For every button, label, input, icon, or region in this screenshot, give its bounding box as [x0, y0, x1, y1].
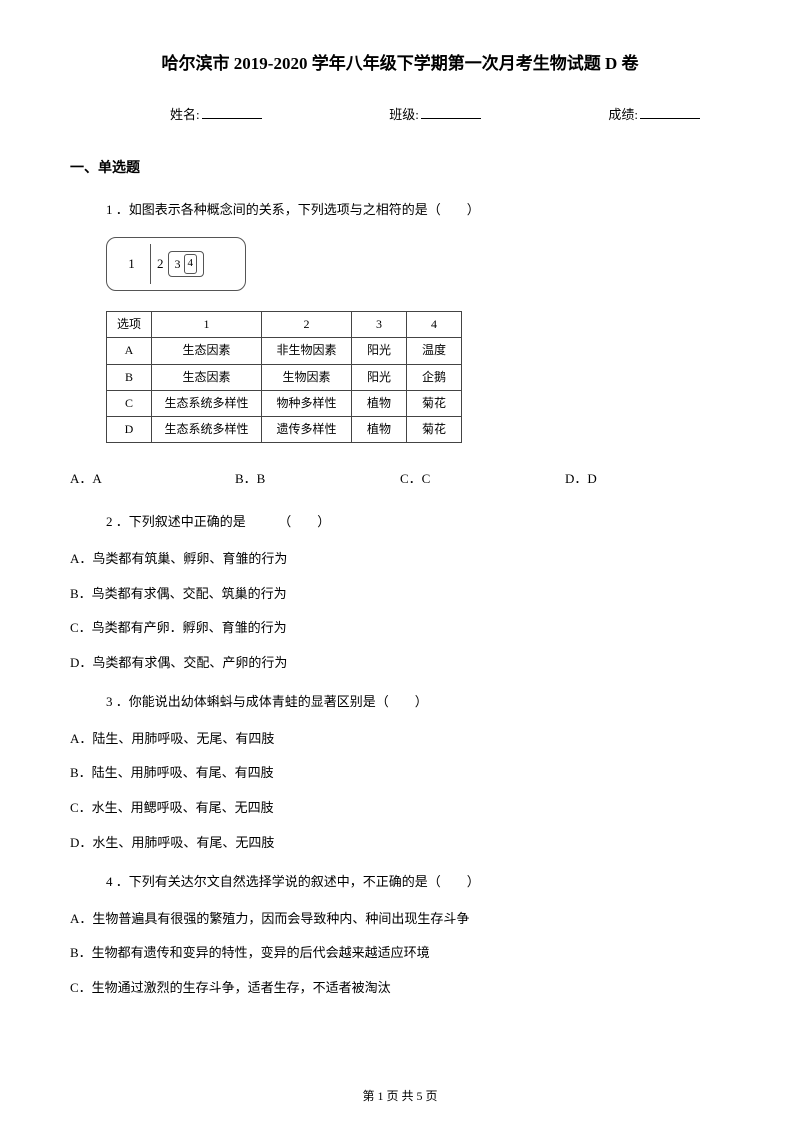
score-blank [640, 105, 700, 119]
q3-opt-a: A．陆生、用肺呼吸、无尾、有四肢 [70, 729, 730, 750]
diagram-n1: 1 [113, 244, 151, 284]
diagram-right: 2 3 4 [151, 251, 239, 277]
question-2: 2 ．下列叙述中正确的是 （ ） A．鸟类都有筑巢、孵卵、育雏的行为 B．鸟类都… [70, 512, 730, 674]
q1-stem: 1 ．如图表示各种概念间的关系，下列选项与之相符的是（ ） [106, 200, 730, 221]
td: 生态因素 [152, 338, 262, 364]
td: D [107, 416, 152, 442]
td: 阳光 [352, 338, 407, 364]
name-label: 姓名: [170, 105, 200, 126]
td: 菊花 [407, 390, 462, 416]
concept-diagram: 1 2 3 4 [106, 237, 246, 291]
q1-options: A．A B．B C．C D．D [70, 469, 730, 490]
th-0: 选项 [107, 312, 152, 338]
td: 遗传多样性 [262, 416, 352, 442]
diagram-n3-box: 3 4 [168, 251, 205, 277]
question-4: 4 ．下列有关达尔文自然选择学说的叙述中，不正确的是（ ） A．生物普遍具有很强… [70, 872, 730, 999]
q4-opt-b: B．生物都有遗传和变异的特性，变异的后代会越来越适应环境 [70, 943, 730, 964]
table-header-row: 选项 1 2 3 4 [107, 312, 462, 338]
diagram-n3: 3 [175, 255, 181, 274]
name-field: 姓名: [170, 105, 262, 126]
q4-stem: 4 ．下列有关达尔文自然选择学说的叙述中，不正确的是（ ） [106, 872, 730, 893]
score-field: 成绩: [608, 105, 700, 126]
td: 生物因素 [262, 364, 352, 390]
td: A [107, 338, 152, 364]
q1-opt-d: D．D [565, 469, 730, 490]
td: 生态因素 [152, 364, 262, 390]
concept-table: 选项 1 2 3 4 A 生态因素 非生物因素 阳光 温度 B 生态因素 生物因… [106, 311, 462, 443]
q2-opt-c: C．鸟类都有产卵．孵卵、育雏的行为 [70, 618, 730, 639]
q1-opt-a: A．A [70, 469, 235, 490]
q1-opt-c: C．C [400, 469, 565, 490]
class-field: 班级: [389, 105, 481, 126]
th-2: 2 [262, 312, 352, 338]
td: 菊花 [407, 416, 462, 442]
q4-opt-a: A．生物普遍具有很强的繁殖力，因而会导致种内、种间出现生存斗争 [70, 909, 730, 930]
table-row: A 生态因素 非生物因素 阳光 温度 [107, 338, 462, 364]
q3-opt-c: C．水生、用鳃呼吸、有尾、无四肢 [70, 798, 730, 819]
question-3: 3 ．你能说出幼体蝌蚪与成体青蛙的显著区别是（ ） A．陆生、用肺呼吸、无尾、有… [70, 692, 730, 854]
td: C [107, 390, 152, 416]
q3-opt-b: B．陆生、用肺呼吸、有尾、有四肢 [70, 763, 730, 784]
page-title: 哈尔滨市 2019-2020 学年八年级下学期第一次月考生物试题 D 卷 [70, 50, 730, 77]
th-3: 3 [352, 312, 407, 338]
td: 温度 [407, 338, 462, 364]
td: 植物 [352, 416, 407, 442]
td: 物种多样性 [262, 390, 352, 416]
th-1: 1 [152, 312, 262, 338]
question-1: 1 ．如图表示各种概念间的关系，下列选项与之相符的是（ ） 1 2 3 4 选项… [70, 200, 730, 490]
q2-opt-d: D．鸟类都有求偶、交配、产卵的行为 [70, 653, 730, 674]
q3-stem: 3 ．你能说出幼体蝌蚪与成体青蛙的显著区别是（ ） [106, 692, 730, 713]
td: 非生物因素 [262, 338, 352, 364]
page-footer: 第 1 页 共 5 页 [0, 1087, 800, 1106]
section-header: 一、单选题 [70, 158, 730, 180]
q1-opt-b: B．B [235, 469, 400, 490]
q4-opt-c: C．生物通过激烈的生存斗争，适者生存，不适者被淘汰 [70, 978, 730, 999]
class-label: 班级: [389, 105, 419, 126]
td: 企鹅 [407, 364, 462, 390]
td: 生态系统多样性 [152, 390, 262, 416]
td: B [107, 364, 152, 390]
table-row: D 生态系统多样性 遗传多样性 植物 菊花 [107, 416, 462, 442]
diagram-n2: 2 [157, 254, 164, 275]
meta-row: 姓名: 班级: 成绩: [70, 105, 730, 126]
score-label: 成绩: [608, 105, 638, 126]
class-blank [421, 105, 481, 119]
table-row: C 生态系统多样性 物种多样性 植物 菊花 [107, 390, 462, 416]
table-row: B 生态因素 生物因素 阳光 企鹅 [107, 364, 462, 390]
q2-opt-a: A．鸟类都有筑巢、孵卵、育雏的行为 [70, 549, 730, 570]
th-4: 4 [407, 312, 462, 338]
q2-opt-b: B．鸟类都有求偶、交配、筑巢的行为 [70, 584, 730, 605]
td: 生态系统多样性 [152, 416, 262, 442]
diagram-n4: 4 [184, 254, 198, 274]
td: 阳光 [352, 364, 407, 390]
q3-opt-d: D．水生、用肺呼吸、有尾、无四肢 [70, 833, 730, 854]
name-blank [202, 105, 262, 119]
td: 植物 [352, 390, 407, 416]
q2-stem: 2 ．下列叙述中正确的是 （ ） [106, 512, 730, 533]
